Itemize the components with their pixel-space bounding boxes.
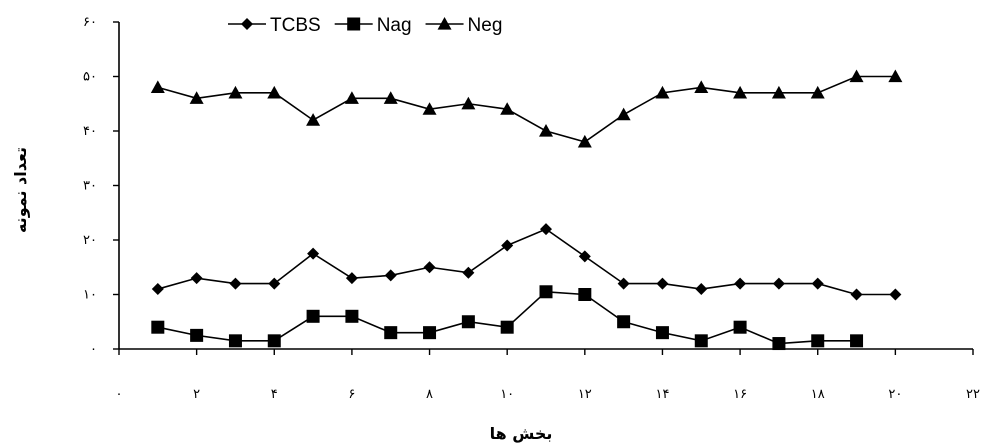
legend-item-nag: Nag bbox=[335, 15, 412, 36]
data-point-nag bbox=[850, 334, 863, 347]
y-tick-label: ۰ bbox=[90, 342, 97, 357]
data-point-nag bbox=[268, 334, 281, 347]
data-point-tcbs bbox=[812, 278, 824, 290]
x-tick-label: ۲ bbox=[193, 387, 200, 402]
y-tick-label: ۲۰ bbox=[83, 233, 97, 248]
data-point-tcbs bbox=[229, 278, 241, 290]
series-nag bbox=[151, 285, 863, 350]
data-point-tcbs bbox=[579, 250, 591, 262]
x-tick-label: ۶ bbox=[348, 387, 355, 402]
x-tick-label: ۸ bbox=[426, 387, 433, 402]
data-point-tcbs bbox=[618, 278, 630, 290]
legend-label: TCBS bbox=[270, 15, 321, 36]
y-axis-title: تعداد نمونه bbox=[11, 147, 30, 233]
data-point-tcbs bbox=[152, 283, 164, 295]
x-tick-label: ۰ bbox=[116, 387, 123, 402]
series-layer bbox=[151, 70, 903, 351]
data-point-tcbs bbox=[191, 272, 203, 284]
data-point-tcbs bbox=[501, 239, 513, 251]
data-point-nag bbox=[345, 310, 358, 323]
data-point-nag bbox=[384, 326, 397, 339]
legend-marker-tcbs bbox=[241, 18, 253, 30]
series-neg bbox=[151, 70, 903, 148]
data-point-tcbs bbox=[656, 278, 668, 290]
x-ticks: ۰ ۲ ۴ ۶ ۸ ۱۰ ۱۲ ۱۴ ۱۶ ۱۸ ۲۰ ۲۲ bbox=[116, 349, 980, 402]
data-point-nag bbox=[151, 321, 164, 334]
data-point-neg bbox=[539, 124, 553, 137]
x-tick-label: ۱۲ bbox=[578, 387, 592, 402]
y-tick-label: ۶۰ bbox=[83, 15, 97, 30]
data-point-nag bbox=[501, 321, 514, 334]
y-tick-label: ۱۰ bbox=[83, 288, 97, 303]
data-point-nag bbox=[462, 315, 475, 328]
data-point-nag bbox=[307, 310, 320, 323]
legend-item-neg: Neg bbox=[426, 15, 503, 36]
data-point-nag bbox=[190, 329, 203, 342]
axes bbox=[119, 22, 973, 349]
legend-item-tcbs: TCBS bbox=[228, 15, 321, 36]
legend-label: Neg bbox=[468, 15, 503, 36]
x-tick-label: ۴ bbox=[271, 387, 278, 402]
data-point-nag bbox=[423, 326, 436, 339]
x-axis-title: بخش ها bbox=[490, 424, 553, 443]
data-point-tcbs bbox=[851, 289, 863, 301]
x-tick-label: ۲۲ bbox=[966, 387, 980, 402]
data-point-nag bbox=[695, 334, 708, 347]
data-point-neg bbox=[461, 97, 475, 110]
data-point-nag bbox=[617, 315, 630, 328]
data-point-neg bbox=[694, 80, 708, 93]
data-point-tcbs bbox=[695, 283, 707, 295]
data-point-nag bbox=[578, 288, 591, 301]
series-line-tcbs bbox=[158, 229, 896, 294]
data-point-tcbs bbox=[889, 289, 901, 301]
x-tick-label: ۱۴ bbox=[655, 387, 669, 402]
y-tick-label: ۳۰ bbox=[83, 179, 97, 194]
data-point-neg bbox=[151, 80, 165, 93]
data-point-tcbs bbox=[734, 278, 746, 290]
legend: TCBS Nag Neg bbox=[228, 15, 502, 36]
y-ticks: ۰ ۱۰ ۲۰ ۳۰ ۴۰ ۵۰ ۶۰ bbox=[83, 15, 119, 357]
y-tick-label: ۵۰ bbox=[83, 70, 97, 85]
x-tick-label: ۱۰ bbox=[500, 387, 514, 402]
series-line-nag bbox=[158, 292, 857, 344]
data-point-nag bbox=[540, 285, 553, 298]
data-point-tcbs bbox=[385, 269, 397, 281]
data-point-nag bbox=[811, 334, 824, 347]
legend-marker-nag bbox=[347, 18, 360, 31]
data-point-nag bbox=[656, 326, 669, 339]
x-tick-label: ۱۶ bbox=[733, 387, 747, 402]
data-point-tcbs bbox=[540, 223, 552, 235]
series-tcbs bbox=[152, 223, 902, 300]
data-point-tcbs bbox=[773, 278, 785, 290]
data-point-tcbs bbox=[424, 261, 436, 273]
x-tick-label: ۱۸ bbox=[811, 387, 825, 402]
series-line-neg bbox=[158, 77, 896, 142]
data-point-neg bbox=[617, 108, 631, 121]
data-point-nag bbox=[734, 321, 747, 334]
x-tick-label: ۲۰ bbox=[888, 387, 902, 402]
data-point-nag bbox=[229, 334, 242, 347]
y-tick-label: ۴۰ bbox=[83, 124, 97, 139]
legend-label: Nag bbox=[377, 15, 412, 36]
data-point-tcbs bbox=[462, 267, 474, 279]
data-point-tcbs bbox=[346, 272, 358, 284]
data-point-nag bbox=[772, 337, 785, 350]
data-point-neg bbox=[306, 113, 320, 126]
